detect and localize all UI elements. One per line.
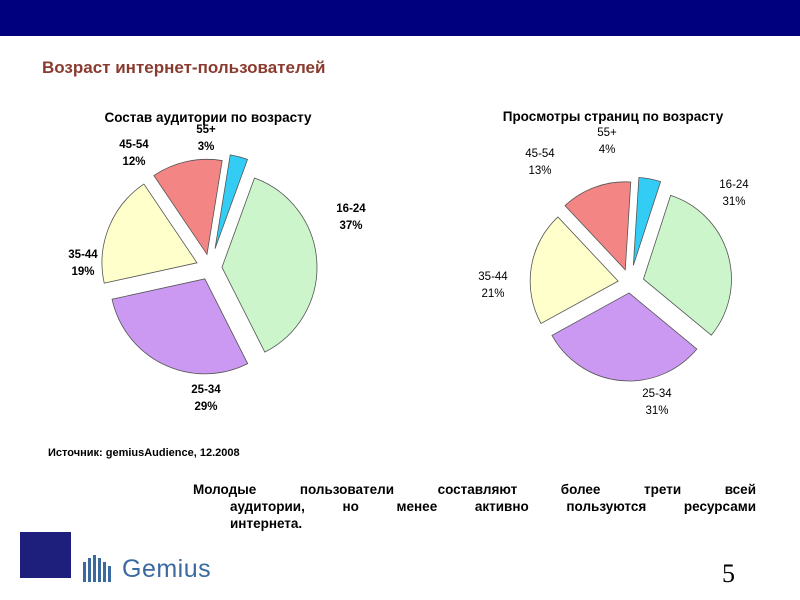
pie-1-slice-45-54	[153, 158, 223, 256]
pie-2-slice-35-44	[529, 216, 619, 325]
pie-1-category-label-25-34: 25-34	[191, 384, 221, 396]
pie-2-category-label-45-54: 45-54	[525, 148, 555, 160]
page-number: 5	[722, 559, 735, 588]
pie-1-value-label-35-44: 19%	[71, 266, 94, 278]
chart-title-2: Просмотры страниц по возрасту	[503, 109, 724, 124]
note-line-1: Молодые пользователи составляют более тр…	[193, 482, 756, 497]
pie-1-slice-25-34	[111, 278, 249, 375]
pie-1-value-label-45-54: 12%	[122, 156, 145, 168]
pie-1-category-label-55+: 55+	[196, 124, 216, 136]
pie-2-slice-25-34	[551, 292, 698, 382]
pie-1-category-label-16-24: 16-24	[336, 203, 366, 215]
note-line-3: интернета.	[230, 516, 303, 531]
pie-2-value-label-45-54: 13%	[528, 165, 551, 177]
pie-2-category-label-16-24: 16-24	[719, 179, 749, 191]
pie-1-slice-16-24	[221, 177, 318, 353]
pie-1-category-label-45-54: 45-54	[119, 139, 149, 151]
source-caption: Источник: gemiusAudience, 12.2008	[48, 447, 240, 459]
conclusion-note: Молодые пользователи составляют более тр…	[193, 481, 756, 532]
pie-2-slice-55+	[632, 177, 662, 266]
logo-square	[20, 532, 71, 578]
note-line-2: аудитории, но менее активно пользуются р…	[230, 499, 756, 514]
pie-2-value-label-55+: 4%	[599, 144, 616, 156]
gemius-logo-text: Gemius	[122, 554, 212, 583]
pie-2-value-label-25-34: 31%	[645, 405, 668, 417]
pie-1-value-label-25-34: 29%	[194, 401, 217, 413]
pie-2-category-label-25-34: 25-34	[642, 388, 672, 400]
pie-2-slice-16-24	[642, 194, 732, 336]
gemius-logo: Gemius	[82, 552, 211, 586]
top-band	[0, 0, 800, 36]
pie-1-slice-55+	[214, 154, 249, 249]
pie-1-value-label-16-24: 37%	[339, 220, 362, 232]
pie-2-value-label-35-44: 21%	[481, 288, 504, 300]
pie-2-value-label-16-24: 31%	[722, 196, 745, 208]
page-title: Возраст интернет-пользователей	[42, 58, 326, 77]
pie-2-category-label-55+: 55+	[597, 127, 617, 139]
pie-2-slice-45-54	[564, 181, 632, 271]
chart-title-1: Состав аудитории по возрасту	[104, 110, 312, 125]
pie-2-category-label-35-44: 35-44	[478, 271, 508, 283]
pie-1-value-label-55+: 3%	[198, 141, 215, 153]
gemius-logo-mark-icon	[83, 555, 111, 582]
pie-1-slice-35-44	[101, 183, 198, 284]
pie-1-category-label-35-44: 35-44	[68, 249, 98, 261]
